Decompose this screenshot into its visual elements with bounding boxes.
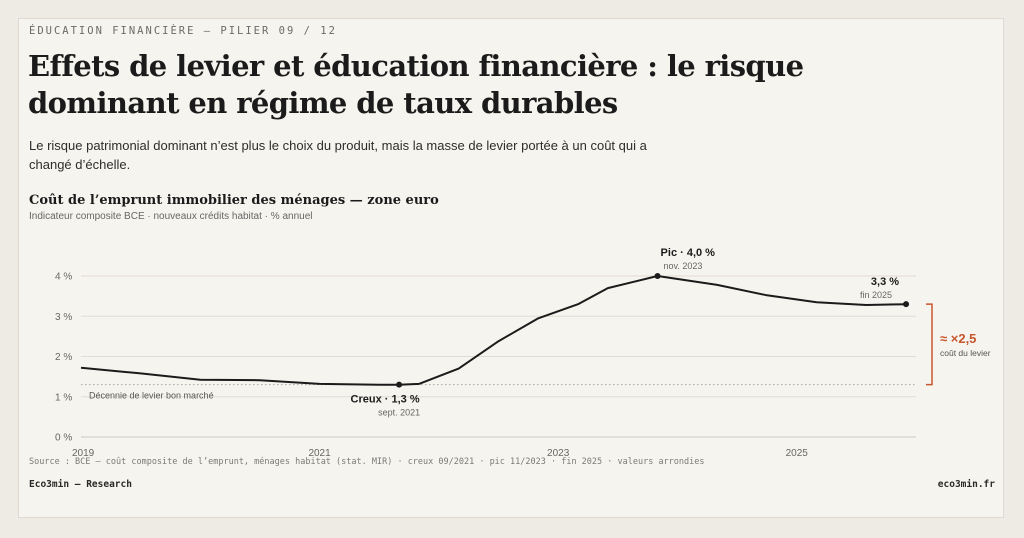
x-tick-label: 2021 — [308, 448, 331, 459]
y-tick-label: 4 % — [55, 272, 72, 283]
data-point — [396, 381, 403, 388]
x-tick-label: 2023 — [547, 448, 570, 459]
footer-brand: Eco3min — Research — [29, 479, 132, 490]
footer-website: eco3min.fr — [937, 479, 995, 490]
data-label: 3,3 % — [871, 276, 899, 288]
y-tick-label: 1 % — [55, 392, 72, 403]
data-sublabel: fin 2025 — [860, 290, 892, 300]
y-tick-label: 0 % — [55, 433, 72, 444]
source-note: Source : BCE — coût composite de l’empru… — [29, 457, 705, 467]
page-subtitle: Le risque patrimonial dominant n’est plu… — [29, 138, 647, 172]
data-label: Creux · 1,3 % — [351, 394, 420, 406]
y-tick-label: 2 % — [55, 352, 72, 363]
chart-title: Coût de l’emprunt immobilier des ménages… — [29, 193, 439, 208]
series-line — [80, 275, 907, 386]
data-label: Pic · 4,0 % — [661, 247, 716, 259]
data-point — [903, 301, 910, 308]
ratio-value: ≈ ×2,5 — [940, 331, 976, 346]
data-sublabel: nov. 2023 — [664, 261, 703, 271]
data-sublabel: sept. 2021 — [378, 408, 420, 418]
reference-label: Décennie de levier bon marché — [89, 391, 214, 401]
y-tick-label: 3 % — [55, 312, 72, 323]
ratio-label: coût du levier — [940, 348, 991, 358]
x-tick-label: 2019 — [72, 448, 95, 459]
chart-subtitle: Indicateur composite BCE · nouveaux créd… — [29, 211, 313, 222]
article-card — [18, 18, 1004, 518]
ratio-bracket — [926, 303, 933, 386]
data-point — [654, 273, 661, 279]
eyebrow: ÉDUCATION FINANCIÈRE — PILIER 09 / 12 — [29, 25, 337, 37]
page-title: Effets de levier et éducation financière… — [28, 49, 804, 120]
x-tick-label: 2025 — [786, 448, 809, 459]
